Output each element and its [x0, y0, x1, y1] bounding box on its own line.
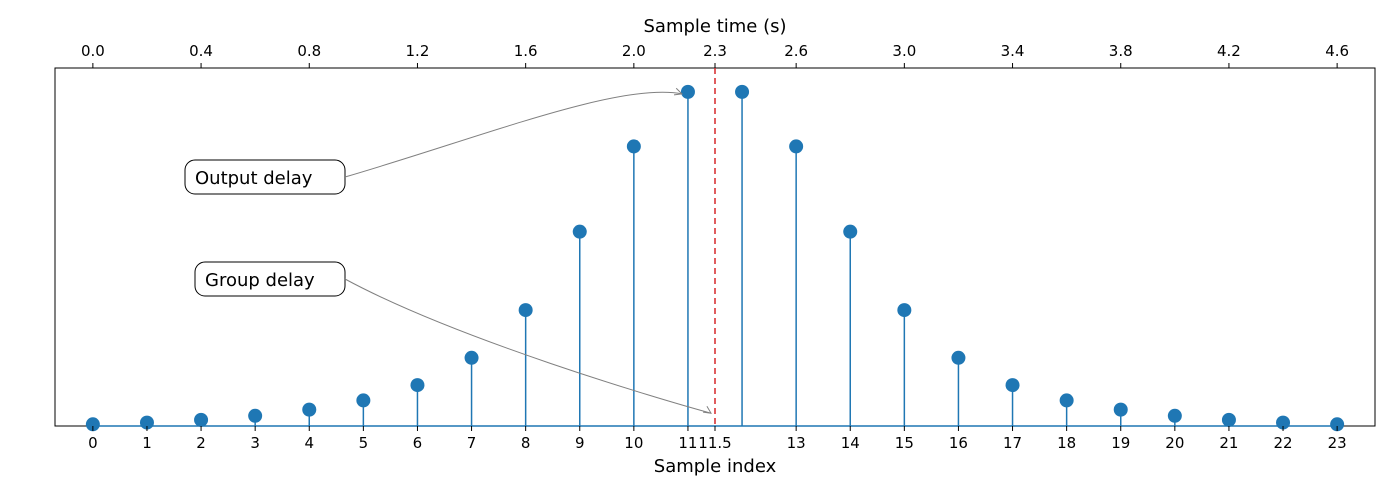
stem-marker	[843, 225, 857, 239]
output-delay-label: Output delay	[195, 168, 313, 189]
stem-marker	[1006, 378, 1020, 392]
group-delay-label: Group delay	[205, 270, 315, 291]
x-bottom-tick-label: 10	[624, 434, 643, 452]
x-bottom-tick-label: 22	[1273, 434, 1292, 452]
x-bottom-axis-label: Sample index	[654, 456, 777, 477]
stem-marker	[627, 139, 641, 153]
stem-marker	[465, 351, 479, 365]
stem-marker	[951, 351, 965, 365]
stem-marker	[1168, 409, 1182, 423]
x-top-tick-label: 0.0	[81, 42, 105, 60]
x-bottom-tick-label: 18	[1057, 434, 1076, 452]
stem-marker	[789, 139, 803, 153]
x-top-tick-label: 3.4	[1001, 42, 1025, 60]
stem-chart: 0123456789101111.51314151617181920212223…	[0, 0, 1400, 500]
x-top-tick-label: 0.8	[297, 42, 321, 60]
stem-marker	[410, 378, 424, 392]
x-top-tick-label: 4.2	[1217, 42, 1241, 60]
x-top-tick-label: 2.6	[784, 42, 808, 60]
x-bottom-tick-label: 7	[467, 434, 477, 452]
stem-marker	[681, 85, 695, 99]
x-bottom-tick-label: 16	[949, 434, 968, 452]
x-bottom-tick-label: 1	[142, 434, 152, 452]
x-top-tick-label: 1.2	[406, 42, 430, 60]
stem-marker	[897, 303, 911, 317]
x-bottom-tick-label: 14	[841, 434, 860, 452]
x-bottom-tick-label: 8	[521, 434, 531, 452]
x-bottom-tick-label: 2	[196, 434, 206, 452]
x-bottom-tick-label: 3	[250, 434, 260, 452]
stem-marker	[1114, 403, 1128, 417]
x-bottom-tick-label: 23	[1328, 434, 1347, 452]
x-top-tick-label: 3.8	[1109, 42, 1133, 60]
x-bottom-tick-label: 4	[304, 434, 314, 452]
x-bottom-tick-label: 19	[1111, 434, 1130, 452]
x-bottom-tick-label: 0	[88, 434, 98, 452]
x-top-tick-label: 2.3	[703, 42, 727, 60]
x-bottom-tick-label: 20	[1165, 434, 1184, 452]
x-bottom-tick-label: 17	[1003, 434, 1022, 452]
stem-marker	[1222, 413, 1236, 427]
stem-marker	[1060, 393, 1074, 407]
stem-marker	[519, 303, 533, 317]
x-bottom-tick-label: 9	[575, 434, 585, 452]
x-bottom-tick-label: 11	[678, 434, 697, 452]
stem-marker	[248, 409, 262, 423]
stem-marker	[735, 85, 749, 99]
x-top-axis-label: Sample time (s)	[643, 16, 786, 37]
stem-marker	[356, 393, 370, 407]
x-bottom-tick-label: 13	[787, 434, 806, 452]
x-bottom-tick-label: 15	[895, 434, 914, 452]
x-top-tick-label: 4.6	[1325, 42, 1349, 60]
x-top-tick-label: 0.4	[189, 42, 213, 60]
x-top-tick-label: 2.0	[622, 42, 646, 60]
stem-marker	[302, 403, 316, 417]
stem-marker	[573, 225, 587, 239]
x-top-tick-label: 3.0	[892, 42, 916, 60]
x-bottom-tick-label: 21	[1219, 434, 1238, 452]
x-bottom-tick-label: 6	[413, 434, 423, 452]
x-bottom-tick-label: 5	[359, 434, 369, 452]
stem-marker	[194, 413, 208, 427]
x-bottom-tick-label: 11.5	[698, 434, 731, 452]
x-top-tick-label: 1.6	[514, 42, 538, 60]
